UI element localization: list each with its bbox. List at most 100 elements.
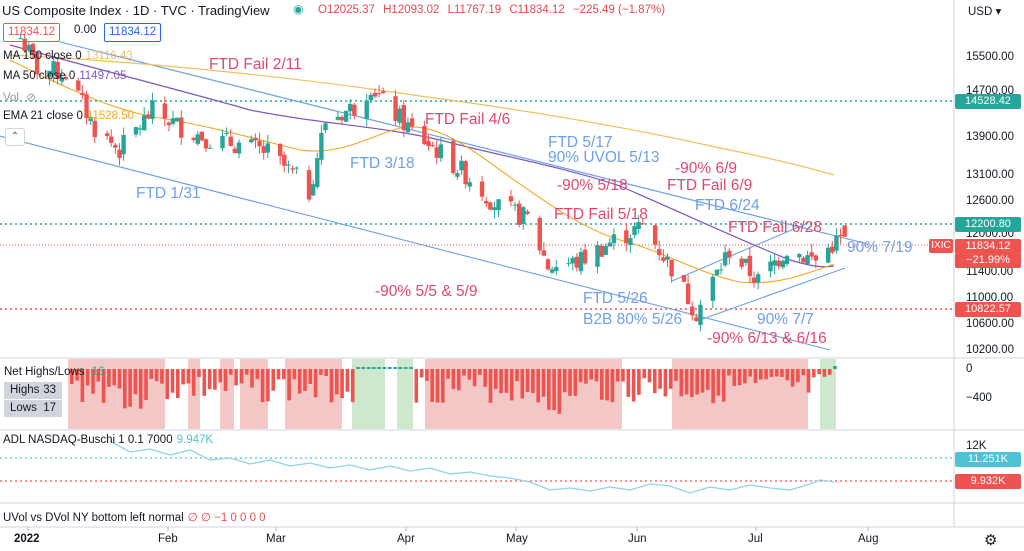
candle-body — [137, 128, 143, 130]
nh-bar — [695, 369, 699, 395]
nh-bar — [70, 369, 74, 384]
nh-bar — [186, 369, 191, 384]
nh-bar — [207, 369, 212, 390]
candle-body — [479, 181, 485, 197]
nh-bar — [223, 369, 228, 391]
nh-bar — [780, 369, 784, 378]
nh-axis-tick: 0 — [966, 363, 973, 375]
vol-legend[interactable]: Vol ⊘ — [3, 92, 36, 104]
nh-bar — [329, 369, 334, 403]
nh-bar — [266, 369, 270, 402]
nh-bar — [631, 369, 636, 402]
nh-bar — [160, 369, 164, 384]
price-tick: 13100.00 — [966, 169, 1014, 181]
price-tick: 10600.00 — [966, 318, 1014, 330]
channel-upper-line — [59, 41, 869, 245]
nh-bar — [520, 369, 525, 399]
candle-body — [47, 70, 52, 78]
nh-bar — [478, 369, 482, 375]
candle-body — [174, 117, 180, 122]
nh-bar — [653, 369, 657, 394]
candle-body — [595, 245, 600, 267]
eye-hidden-icon[interactable]: ⊘ — [26, 92, 36, 104]
nh-bar — [462, 369, 466, 376]
candle-body — [554, 267, 559, 272]
annotation-ftd-fail-6-9: FTD Fail 6/9 — [667, 177, 753, 194]
ma150-legend[interactable]: MA 150 close 0 13116.43 — [3, 50, 133, 62]
candle-body — [405, 122, 411, 133]
adl-legend[interactable]: ADL NASDAQ-Buschi 1 0.1 7000 9.947K — [3, 434, 214, 446]
nh-bar — [451, 369, 456, 389]
nh-bar — [181, 369, 185, 385]
ema21-legend[interactable]: EMA 21 close 0 11528.50 — [3, 110, 135, 122]
candle-body — [772, 260, 777, 266]
nh-bar — [584, 369, 588, 384]
nh-bar — [85, 369, 90, 386]
candle-body — [549, 269, 555, 273]
symbol-title[interactable]: US Composite Index · 1D · TVC · TradingV… — [2, 3, 270, 18]
nh-bar — [658, 369, 662, 389]
nh-bar — [356, 367, 360, 369]
candle-body — [113, 144, 118, 148]
candle-body — [809, 252, 814, 257]
nh-bar — [647, 369, 652, 383]
nh-bar — [403, 367, 408, 369]
nh-bar — [796, 369, 800, 383]
spread-value: 0.00 — [74, 24, 97, 36]
annotation-90-uvol-5-13: 90% UVOL 5/13 — [548, 149, 660, 166]
candles-group — [18, 33, 847, 332]
candle-body — [203, 139, 209, 149]
nh-bar — [255, 369, 260, 380]
nh-bar — [117, 369, 122, 389]
candle-body — [133, 127, 139, 135]
nh-bar — [324, 369, 328, 377]
net-highs-lows-legend[interactable]: Net Highs/Lows 16 — [4, 366, 105, 378]
nh-bar — [711, 369, 715, 404]
currency-menu[interactable]: USD ▾ — [968, 6, 1002, 18]
candle-body — [51, 61, 56, 75]
nh-bar — [91, 369, 95, 394]
candle-body — [166, 122, 172, 126]
candle-body — [825, 247, 831, 263]
uvol-legend[interactable]: UVol vs DVol NY bottom left normal ∅ ∅ −1… — [3, 512, 266, 524]
candle-body — [632, 226, 637, 235]
candle-body — [484, 200, 489, 204]
candle-body — [55, 61, 60, 79]
nh-bar — [541, 369, 546, 397]
nh-bar — [308, 369, 313, 384]
candle-body — [512, 204, 518, 206]
nh-bar — [218, 369, 222, 383]
candle-body — [80, 92, 85, 96]
ma50-legend[interactable]: MA 50 close 0 11497.05 — [3, 70, 127, 82]
settings-gear-icon[interactable]: ⚙ — [984, 532, 998, 549]
candle-body — [277, 143, 283, 157]
annotation-neg90-5-18: -90% 5/18 — [557, 177, 628, 194]
price-tag-14528: 14528.42 — [955, 94, 1021, 109]
nh-bar — [398, 367, 403, 369]
candle-body — [776, 260, 781, 267]
nh-bar — [191, 369, 196, 396]
candle-body — [380, 91, 386, 94]
candle-body — [467, 182, 472, 187]
nh-bar — [764, 369, 768, 380]
collapse-legend-icon[interactable]: ⌃ — [5, 128, 25, 146]
candle-body — [768, 261, 773, 272]
annotation-90-7-19: 90% 7/19 — [847, 239, 913, 256]
nh-bar — [499, 369, 503, 394]
nh-bar — [409, 367, 413, 369]
annotation-90-7-7: 90% 7/7 — [757, 311, 814, 328]
candle-body — [352, 104, 357, 116]
sell-button[interactable]: 11834.12 — [3, 23, 61, 42]
candle-body — [624, 230, 629, 244]
nh-bar — [176, 369, 180, 399]
nh-bar — [229, 369, 233, 375]
nh-bar — [663, 369, 668, 397]
candle-body — [315, 158, 320, 187]
candle-body — [397, 108, 402, 123]
candle-body — [496, 199, 501, 211]
nh-bar — [589, 369, 593, 380]
highs-box: Highs 33 — [4, 382, 62, 399]
buy-button[interactable]: 11834.12 — [104, 23, 162, 42]
nh-bar — [202, 369, 207, 396]
